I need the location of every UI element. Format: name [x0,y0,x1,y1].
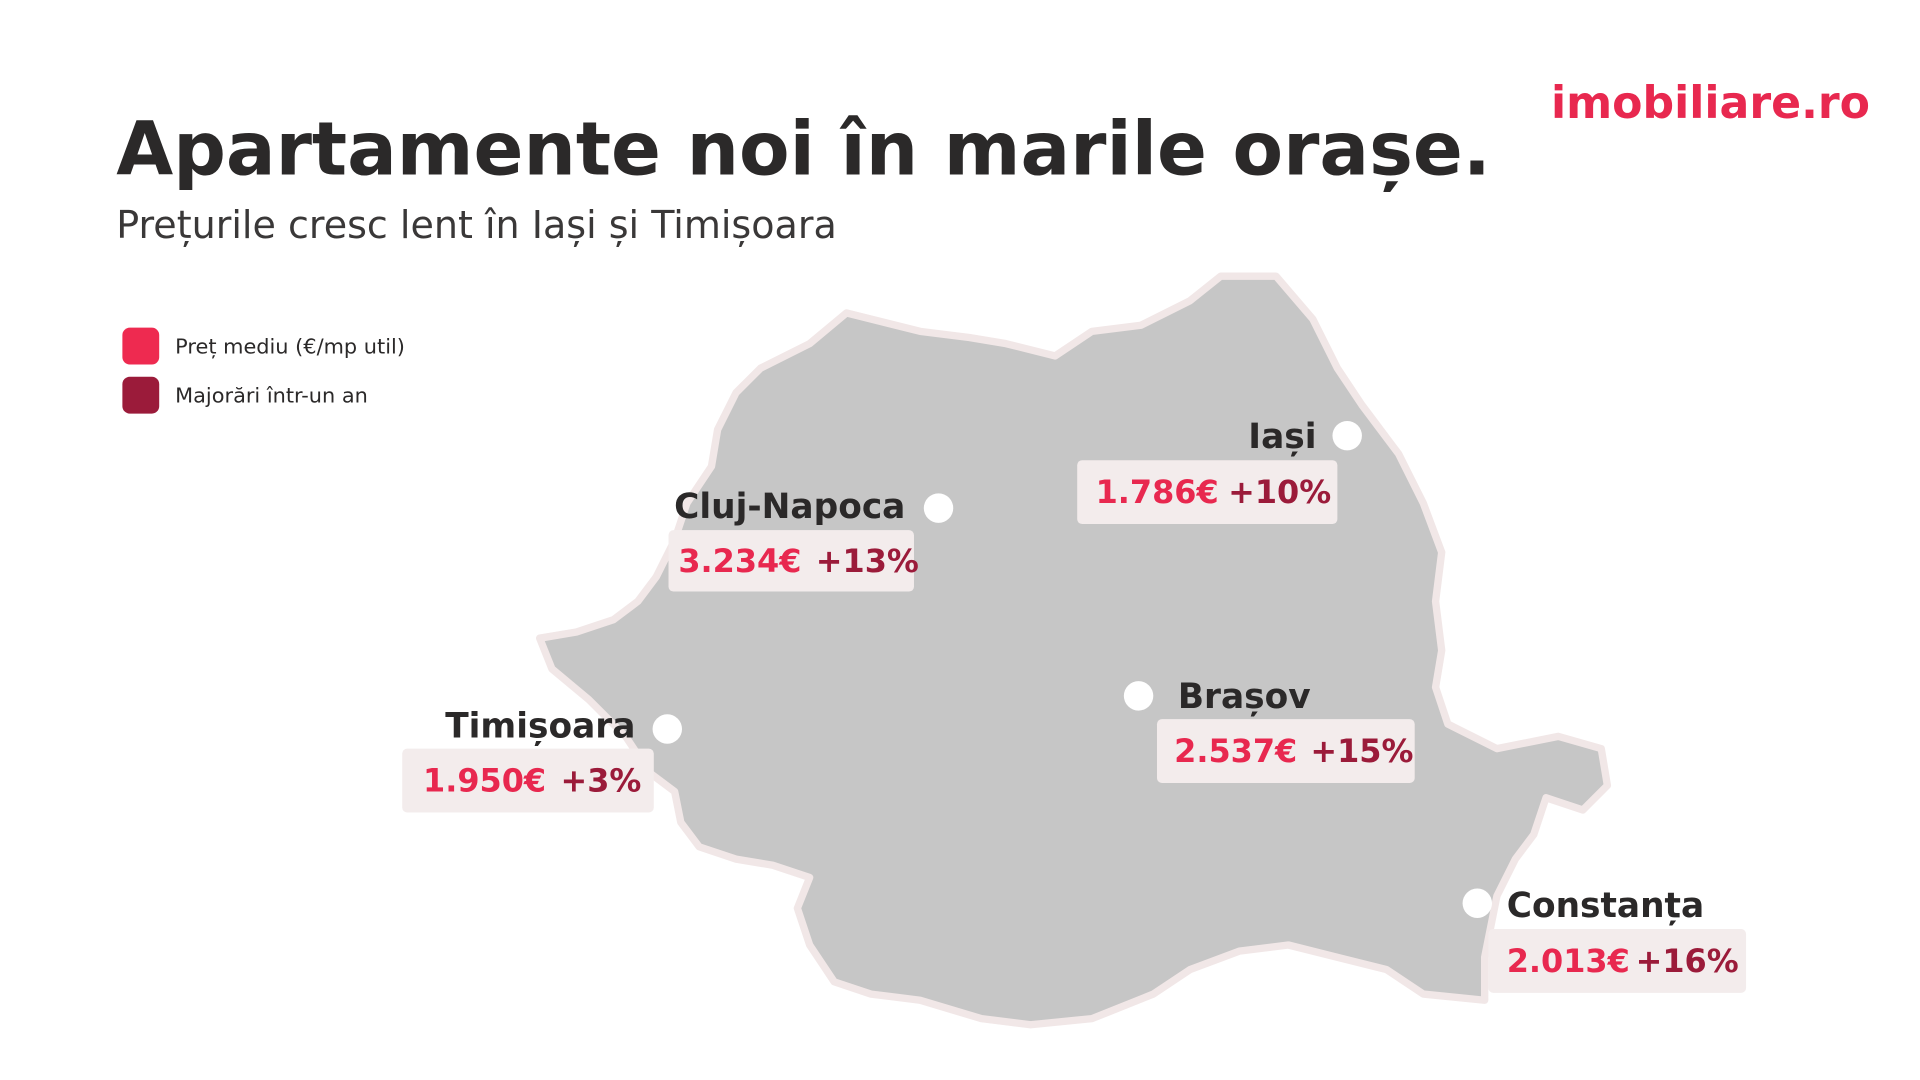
city-dot [923,493,954,523]
change: +16% [1636,942,1739,980]
price: 2.013€ [1507,942,1630,980]
legend-swatch [122,376,160,414]
legend-text: Preț mediu (€/mp util) [175,334,405,358]
legend-text: Majorări într-un an [175,384,368,408]
price-box [1077,460,1338,525]
legend-swatch [122,327,160,365]
title: Apartamente noi în marile orașe. [116,107,1491,192]
change: +13% [816,542,919,580]
city-dot [1123,681,1154,711]
city-name: Timișoara [445,707,635,747]
city-name: Brașov [1178,677,1311,717]
city-name: Cluj-Napoca [674,487,905,527]
price: 1.950€ [423,762,546,800]
city-dot [1462,888,1493,918]
price: 3.234€ [678,542,801,580]
price-box [668,530,914,592]
change: +3% [561,762,642,800]
change: +10% [1228,473,1331,511]
change: +15% [1310,732,1413,770]
city-dot [652,714,683,744]
city-name: Constanța [1507,886,1704,926]
city-name: Iași [1248,417,1316,457]
price: 1.786€ [1096,473,1219,511]
price-box [1488,929,1747,993]
price: 2.537€ [1174,732,1297,770]
logo: imobiliare.ro [1551,78,1870,129]
city-dot [1332,420,1362,451]
map-romania [535,272,1612,1029]
subtitle: Prețurile cresc lent în Iași și Timișoar… [116,203,837,247]
price-box [402,748,654,813]
price-box [1156,719,1415,783]
